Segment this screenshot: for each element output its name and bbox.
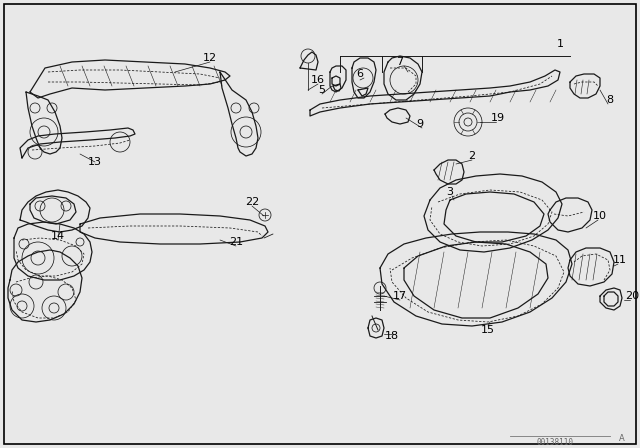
Text: 7: 7: [396, 57, 404, 67]
Text: 18: 18: [385, 331, 399, 341]
Text: 6: 6: [356, 69, 364, 79]
Text: 5: 5: [319, 85, 326, 95]
Text: 11: 11: [613, 255, 627, 265]
Text: 15: 15: [481, 325, 495, 335]
Text: 00138110: 00138110: [536, 438, 573, 447]
Text: 2: 2: [468, 151, 476, 161]
Text: A: A: [619, 434, 625, 443]
Text: 3: 3: [447, 187, 454, 197]
Text: 13: 13: [88, 157, 102, 167]
Text: 1: 1: [557, 39, 563, 49]
Text: 20: 20: [625, 291, 639, 301]
Text: 14: 14: [51, 231, 65, 241]
Text: 10: 10: [593, 211, 607, 221]
Text: 22: 22: [245, 197, 259, 207]
Text: 19: 19: [491, 113, 505, 123]
Text: 21: 21: [229, 237, 243, 247]
Text: 17: 17: [393, 291, 407, 301]
Text: 16: 16: [311, 75, 325, 85]
Text: 8: 8: [607, 95, 614, 105]
Text: 9: 9: [417, 119, 424, 129]
Text: 12: 12: [203, 53, 217, 63]
